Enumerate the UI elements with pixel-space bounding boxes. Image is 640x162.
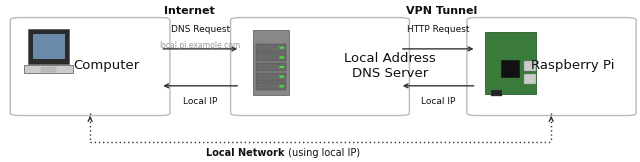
Circle shape [280, 76, 284, 77]
Text: (using local IP): (using local IP) [285, 148, 360, 158]
Text: Internet: Internet [164, 6, 214, 16]
FancyBboxPatch shape [256, 73, 285, 81]
Circle shape [280, 67, 284, 68]
Text: local.pi.example.com: local.pi.example.com [159, 41, 241, 50]
FancyBboxPatch shape [524, 74, 536, 84]
FancyBboxPatch shape [467, 17, 636, 116]
Text: HTTP Request: HTTP Request [407, 25, 469, 34]
Text: Local Address
DNS Server: Local Address DNS Server [344, 52, 436, 80]
Text: VPN Tunnel: VPN Tunnel [406, 6, 477, 16]
FancyBboxPatch shape [501, 60, 519, 77]
FancyBboxPatch shape [253, 30, 289, 95]
FancyBboxPatch shape [10, 17, 170, 116]
Circle shape [280, 47, 284, 48]
Text: Local IP: Local IP [421, 97, 455, 106]
FancyBboxPatch shape [41, 67, 56, 72]
FancyBboxPatch shape [256, 82, 285, 90]
Circle shape [280, 86, 284, 87]
FancyBboxPatch shape [485, 32, 536, 93]
Text: Local IP: Local IP [183, 97, 218, 106]
Text: Raspberry Pi: Raspberry Pi [531, 59, 614, 72]
FancyBboxPatch shape [490, 90, 502, 96]
FancyBboxPatch shape [524, 61, 536, 71]
Text: DNS Request: DNS Request [171, 25, 230, 34]
Text: Local Network: Local Network [206, 148, 285, 158]
FancyBboxPatch shape [33, 34, 65, 59]
FancyBboxPatch shape [24, 65, 73, 73]
FancyBboxPatch shape [28, 29, 69, 64]
FancyBboxPatch shape [256, 44, 285, 52]
FancyBboxPatch shape [256, 63, 285, 71]
Circle shape [280, 57, 284, 58]
FancyBboxPatch shape [256, 53, 285, 61]
FancyBboxPatch shape [230, 17, 410, 116]
Text: Computer: Computer [73, 59, 139, 72]
